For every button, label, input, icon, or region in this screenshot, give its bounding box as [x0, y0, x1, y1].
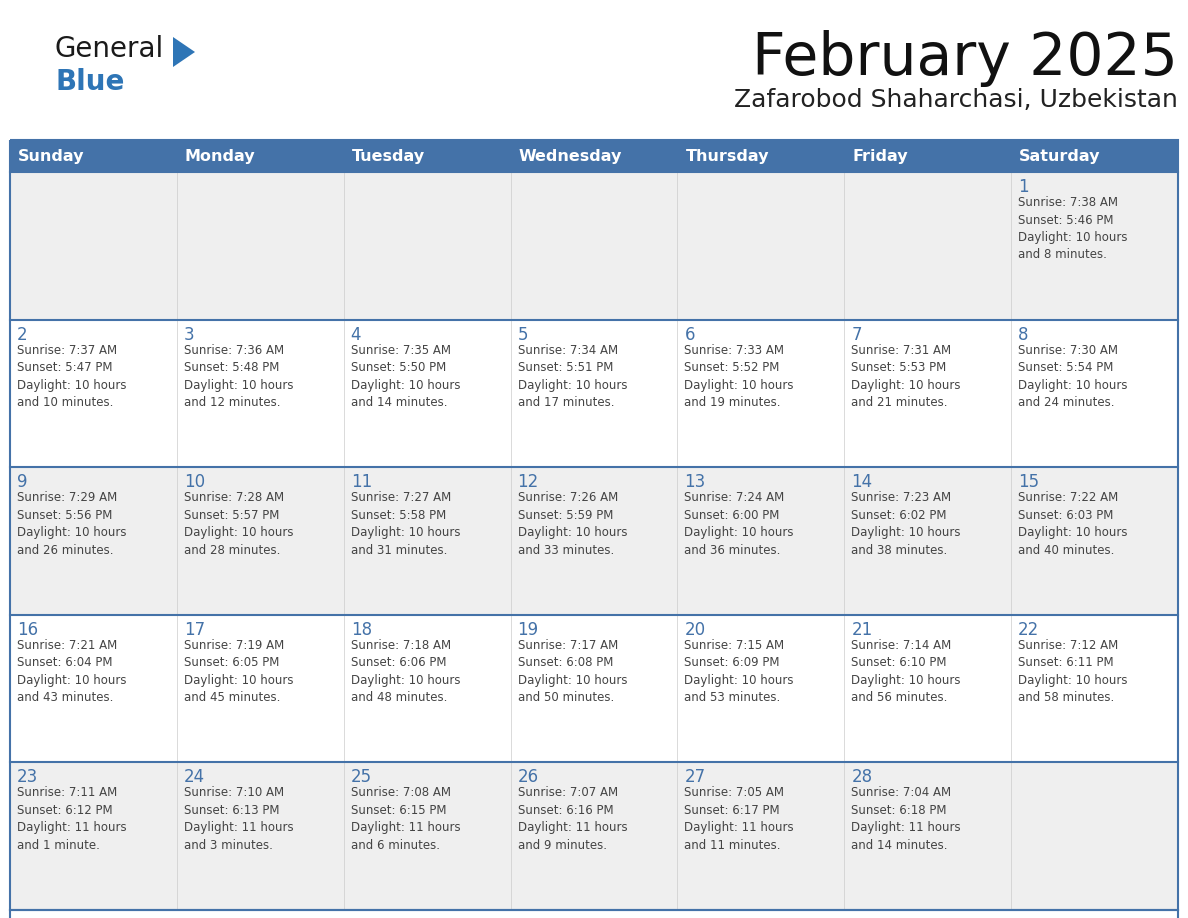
Bar [845, 140, 1011, 172]
Text: 6: 6 [684, 326, 695, 343]
Text: Sunrise: 7:12 AM
Sunset: 6:11 PM
Daylight: 10 hours
and 58 minutes.: Sunrise: 7:12 AM Sunset: 6:11 PM Dayligh… [1018, 639, 1127, 704]
Text: Sunrise: 7:34 AM
Sunset: 5:51 PM
Daylight: 10 hours
and 17 minutes.: Sunrise: 7:34 AM Sunset: 5:51 PM Dayligh… [518, 343, 627, 409]
Text: Sunrise: 7:27 AM
Sunset: 5:58 PM
Daylight: 10 hours
and 31 minutes.: Sunrise: 7:27 AM Sunset: 5:58 PM Dayligh… [350, 491, 460, 556]
Bar [1011, 140, 1178, 172]
Text: Sunrise: 7:31 AM
Sunset: 5:53 PM
Daylight: 10 hours
and 21 minutes.: Sunrise: 7:31 AM Sunset: 5:53 PM Dayligh… [852, 343, 961, 409]
Text: Sunday: Sunday [18, 149, 84, 163]
Bar [10, 140, 177, 172]
Text: Sunrise: 7:33 AM
Sunset: 5:52 PM
Daylight: 10 hours
and 19 minutes.: Sunrise: 7:33 AM Sunset: 5:52 PM Dayligh… [684, 343, 794, 409]
Bar [10, 172, 1178, 319]
Text: Sunrise: 7:38 AM
Sunset: 5:46 PM
Daylight: 10 hours
and 8 minutes.: Sunrise: 7:38 AM Sunset: 5:46 PM Dayligh… [1018, 196, 1127, 262]
Text: Sunrise: 7:19 AM
Sunset: 6:05 PM
Daylight: 10 hours
and 45 minutes.: Sunrise: 7:19 AM Sunset: 6:05 PM Dayligh… [184, 639, 293, 704]
Text: Sunrise: 7:04 AM
Sunset: 6:18 PM
Daylight: 11 hours
and 14 minutes.: Sunrise: 7:04 AM Sunset: 6:18 PM Dayligh… [852, 787, 961, 852]
Text: Sunrise: 7:35 AM
Sunset: 5:50 PM
Daylight: 10 hours
and 14 minutes.: Sunrise: 7:35 AM Sunset: 5:50 PM Dayligh… [350, 343, 460, 409]
Text: 13: 13 [684, 473, 706, 491]
Text: Sunrise: 7:30 AM
Sunset: 5:54 PM
Daylight: 10 hours
and 24 minutes.: Sunrise: 7:30 AM Sunset: 5:54 PM Dayligh… [1018, 343, 1127, 409]
Text: Sunrise: 7:10 AM
Sunset: 6:13 PM
Daylight: 11 hours
and 3 minutes.: Sunrise: 7:10 AM Sunset: 6:13 PM Dayligh… [184, 787, 293, 852]
Text: 2: 2 [17, 326, 27, 343]
Text: 3: 3 [184, 326, 195, 343]
Text: Zafarobod Shaharchasi, Uzbekistan: Zafarobod Shaharchasi, Uzbekistan [734, 88, 1178, 112]
Text: 5: 5 [518, 326, 529, 343]
Text: Sunrise: 7:15 AM
Sunset: 6:09 PM
Daylight: 10 hours
and 53 minutes.: Sunrise: 7:15 AM Sunset: 6:09 PM Dayligh… [684, 639, 794, 704]
Text: Sunrise: 7:37 AM
Sunset: 5:47 PM
Daylight: 10 hours
and 10 minutes.: Sunrise: 7:37 AM Sunset: 5:47 PM Dayligh… [17, 343, 126, 409]
Text: Tuesday: Tuesday [352, 149, 425, 163]
Text: Sunrise: 7:17 AM
Sunset: 6:08 PM
Daylight: 10 hours
and 50 minutes.: Sunrise: 7:17 AM Sunset: 6:08 PM Dayligh… [518, 639, 627, 704]
Text: 20: 20 [684, 621, 706, 639]
Text: Sunrise: 7:18 AM
Sunset: 6:06 PM
Daylight: 10 hours
and 48 minutes.: Sunrise: 7:18 AM Sunset: 6:06 PM Dayligh… [350, 639, 460, 704]
Text: Blue: Blue [55, 68, 125, 96]
Bar [10, 615, 1178, 763]
Bar [10, 140, 1178, 918]
Text: 27: 27 [684, 768, 706, 787]
Text: Sunrise: 7:22 AM
Sunset: 6:03 PM
Daylight: 10 hours
and 40 minutes.: Sunrise: 7:22 AM Sunset: 6:03 PM Dayligh… [1018, 491, 1127, 556]
Text: Sunrise: 7:14 AM
Sunset: 6:10 PM
Daylight: 10 hours
and 56 minutes.: Sunrise: 7:14 AM Sunset: 6:10 PM Dayligh… [852, 639, 961, 704]
Bar [10, 763, 1178, 910]
Text: Sunrise: 7:28 AM
Sunset: 5:57 PM
Daylight: 10 hours
and 28 minutes.: Sunrise: 7:28 AM Sunset: 5:57 PM Dayligh… [184, 491, 293, 556]
Text: 16: 16 [17, 621, 38, 639]
Bar [511, 140, 677, 172]
Text: 19: 19 [518, 621, 538, 639]
Text: Saturday: Saturday [1019, 149, 1100, 163]
Text: 26: 26 [518, 768, 538, 787]
Text: 14: 14 [852, 473, 872, 491]
Text: 24: 24 [184, 768, 206, 787]
Text: Friday: Friday [852, 149, 908, 163]
Bar [177, 140, 343, 172]
Text: 15: 15 [1018, 473, 1040, 491]
Text: 4: 4 [350, 326, 361, 343]
Text: Sunrise: 7:29 AM
Sunset: 5:56 PM
Daylight: 10 hours
and 26 minutes.: Sunrise: 7:29 AM Sunset: 5:56 PM Dayligh… [17, 491, 126, 556]
Text: 21: 21 [852, 621, 872, 639]
Text: 9: 9 [17, 473, 27, 491]
Text: Sunrise: 7:24 AM
Sunset: 6:00 PM
Daylight: 10 hours
and 36 minutes.: Sunrise: 7:24 AM Sunset: 6:00 PM Dayligh… [684, 491, 794, 556]
Text: Sunrise: 7:23 AM
Sunset: 6:02 PM
Daylight: 10 hours
and 38 minutes.: Sunrise: 7:23 AM Sunset: 6:02 PM Dayligh… [852, 491, 961, 556]
Text: February 2025: February 2025 [752, 30, 1178, 87]
Text: 10: 10 [184, 473, 206, 491]
Text: 8: 8 [1018, 326, 1029, 343]
Text: 1: 1 [1018, 178, 1029, 196]
Text: Sunrise: 7:11 AM
Sunset: 6:12 PM
Daylight: 11 hours
and 1 minute.: Sunrise: 7:11 AM Sunset: 6:12 PM Dayligh… [17, 787, 127, 852]
Text: Thursday: Thursday [685, 149, 769, 163]
Text: 11: 11 [350, 473, 372, 491]
Text: Sunrise: 7:07 AM
Sunset: 6:16 PM
Daylight: 11 hours
and 9 minutes.: Sunrise: 7:07 AM Sunset: 6:16 PM Dayligh… [518, 787, 627, 852]
Text: 12: 12 [518, 473, 539, 491]
Text: Sunrise: 7:36 AM
Sunset: 5:48 PM
Daylight: 10 hours
and 12 minutes.: Sunrise: 7:36 AM Sunset: 5:48 PM Dayligh… [184, 343, 293, 409]
Text: Monday: Monday [185, 149, 255, 163]
Bar [10, 467, 1178, 615]
Text: 22: 22 [1018, 621, 1040, 639]
Text: 28: 28 [852, 768, 872, 787]
Text: General: General [55, 35, 164, 63]
Bar [10, 319, 1178, 467]
Text: Sunrise: 7:05 AM
Sunset: 6:17 PM
Daylight: 11 hours
and 11 minutes.: Sunrise: 7:05 AM Sunset: 6:17 PM Dayligh… [684, 787, 794, 852]
Text: Sunrise: 7:21 AM
Sunset: 6:04 PM
Daylight: 10 hours
and 43 minutes.: Sunrise: 7:21 AM Sunset: 6:04 PM Dayligh… [17, 639, 126, 704]
Text: Sunrise: 7:08 AM
Sunset: 6:15 PM
Daylight: 11 hours
and 6 minutes.: Sunrise: 7:08 AM Sunset: 6:15 PM Dayligh… [350, 787, 460, 852]
Text: 23: 23 [17, 768, 38, 787]
Text: 25: 25 [350, 768, 372, 787]
Bar [677, 140, 845, 172]
Text: Sunrise: 7:26 AM
Sunset: 5:59 PM
Daylight: 10 hours
and 33 minutes.: Sunrise: 7:26 AM Sunset: 5:59 PM Dayligh… [518, 491, 627, 556]
Text: 17: 17 [184, 621, 206, 639]
Polygon shape [173, 37, 195, 67]
Text: 18: 18 [350, 621, 372, 639]
Text: Wednesday: Wednesday [519, 149, 623, 163]
Bar [343, 140, 511, 172]
Text: 7: 7 [852, 326, 861, 343]
